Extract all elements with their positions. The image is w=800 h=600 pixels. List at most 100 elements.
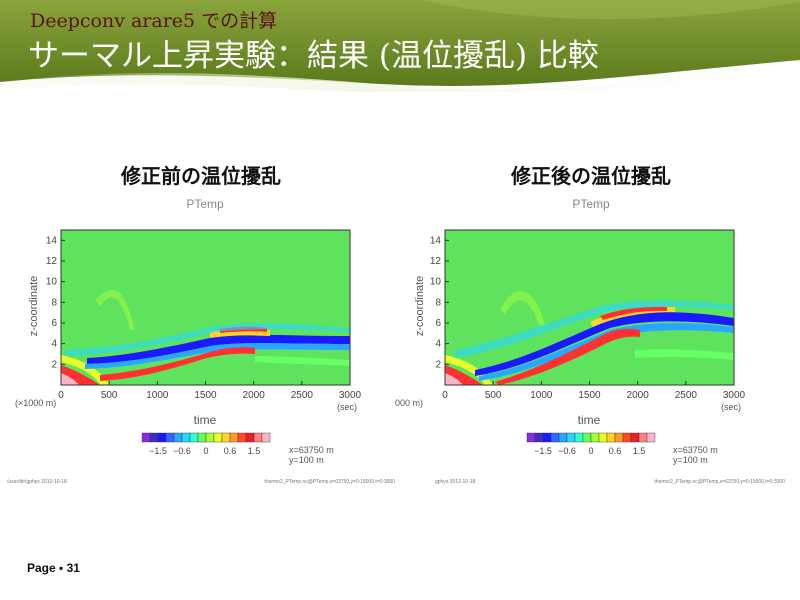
colorbar-swatch [189,432,199,443]
footer-left-info: /user/dir/gphys 2012-10-18 [7,479,67,485]
colorbar-swatch [614,432,624,443]
colorbar-swatch [165,432,175,443]
coord-x-readout: x=63750 m [673,445,718,455]
coord-y-readout: y=100 m [289,455,324,465]
colorbar-label: 0.6 [224,446,237,456]
colorbar-swatch [550,432,560,443]
colorbar-label: −1.5 [534,446,552,456]
colorbar-swatch [622,432,632,443]
x-tick-label: 2000 [243,390,266,401]
colorbar-label: 1.5 [248,446,261,456]
colorbar-swatch [534,432,544,443]
colorbar-label: −0.6 [558,446,576,456]
faint-ridge [500,291,545,326]
warm-band [100,347,255,381]
warm-surface-core [61,373,79,385]
header-banner [0,0,800,92]
colorbar-swatch [638,432,648,443]
slide-subtitle: Deepconv arare5 での計算 [30,10,278,32]
y-tick-label: 8 [51,297,57,308]
footer-left-info: gphys 2012-10-18 [435,479,476,485]
x-tick-label: 2000 [627,390,650,401]
x-tick-label: 500 [485,390,502,401]
warm-band-cap [600,306,667,320]
cool-halo [455,300,734,358]
figure-before-fix: 修正前の温位擾乱 PTemp 0 500 1000 1500 2000 2500 3000 … [5,160,397,490]
colorbar-swatch [205,432,215,443]
warm-surface-core [445,373,463,385]
x-tick-label: 0 [58,390,64,401]
colorbar-swatch [590,432,600,443]
figure-after-fix: 修正後の温位擾乱 PTemp 0 500 1000 1500 2000 2500 3000 … [395,160,787,490]
warm-band [495,328,640,385]
colorbar-swatch [221,432,231,443]
y-tick-label: 2 [435,359,441,370]
y-tick-label: 12 [46,256,58,267]
x-tick-label: 1000 [146,390,169,401]
warm-band-top [590,306,675,327]
colorbar-swatch [157,432,167,443]
plot-field-background [445,230,734,385]
lower-cool-patch [635,349,734,360]
colorbar-swatch [173,432,183,443]
y-tick-label: 6 [51,318,57,329]
footer-right-info: thermo2_PTemp.nc@PTemp,x=63750,y=0:15000… [654,479,785,485]
colorbar-label: 0 [588,446,593,456]
colorbar-label: 0.6 [609,446,622,456]
x-tick-label: 1000 [530,390,553,401]
colorbar-label: −0.6 [173,446,191,456]
colorbar-swatch [245,432,255,443]
plot-variable-label: PTemp [572,197,610,211]
page-number: Page ▪ 31 [27,561,80,575]
colorbar-swatch [646,432,656,443]
x-tick-label: 2500 [291,390,314,401]
footer-right-info: thermo2_PTemp.nc@PTemp,x=63750,y=0:15000… [264,479,395,485]
colorbar-swatch [253,432,263,443]
colorbar-swatch [582,432,592,443]
cold-band-light [85,343,350,369]
colorbar-swatch [237,432,247,443]
colorbar-swatch [149,432,159,443]
colorbar-swatch [630,432,640,443]
y-axis-label: z-coordinate [414,276,426,337]
x-tick-label: 3000 [339,390,362,401]
coord-y-readout: y=100 m [673,455,708,465]
colorbar-swatch [606,432,616,443]
colorbar-swatch [229,432,239,443]
coord-x-readout: x=63750 m [289,445,334,455]
contour-plot-before: PTemp 0 500 1000 1500 2000 2500 3000 2 4 6 8 10 12 1… [7,197,395,485]
figure-heading: 修正前の温位擾乱 [121,164,281,188]
cold-band [475,312,734,376]
x-tick-label: 3000 [723,390,746,401]
y-axis-label: z-coordinate [28,276,40,337]
x-tick-label: 1500 [194,390,217,401]
colorbar-swatch [181,432,191,443]
colorbar-swatch [542,432,552,443]
x-tick-label: 500 [101,390,118,401]
y-tick-label: 12 [430,256,442,267]
colorbar-swatch [526,432,536,443]
lower-cool-patch [255,356,350,366]
cold-band [87,334,350,364]
colorbar-swatch [261,432,271,443]
y-tick-label: 8 [435,297,441,308]
y-tick-label: 14 [430,235,442,246]
colorbar-swatch [566,432,576,443]
colorbar-swatch [598,432,608,443]
y-tick-label: 2 [51,359,57,370]
y-tick-label: 4 [51,339,57,350]
y-tick-label: 4 [435,339,441,350]
x-tick-label: 1500 [578,390,601,401]
colorbar-label: −1.5 [149,446,167,456]
x-axis-label: time [194,413,217,427]
slide-title: サーマル上昇実験：結果 (温位擾乱) 比較 [28,38,599,74]
y-tick-label: 10 [430,277,442,288]
x-axis-unit: (sec) [721,402,741,412]
x-tick-label: 2500 [675,390,698,401]
colorbar-label: 0 [203,446,208,456]
yellow-band [61,355,110,385]
colorbar-swatch [574,432,584,443]
contour-plot-after: PTemp 0 500 1000 1500 2000 2500 3000 2 4 6 8 10 12 1… [395,197,785,485]
y-tick-label: 6 [435,318,441,329]
y-axis-unit: (×1000 m) [15,398,56,408]
